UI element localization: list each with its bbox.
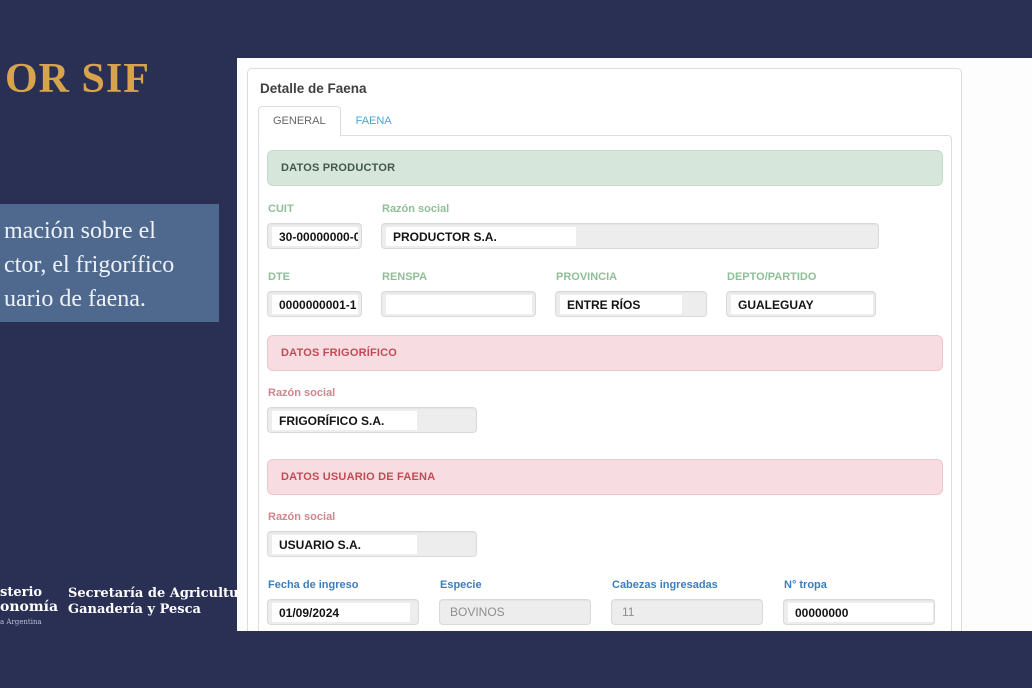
renspa-input[interactable] <box>381 291 536 317</box>
callout-line: ctor, el frigorífico <box>4 252 175 278</box>
especie-input[interactable]: BOVINOS <box>439 599 591 625</box>
n-tropa-input[interactable]: 00000000 <box>783 599 935 625</box>
dte-value: 0000000001-1 <box>272 295 358 314</box>
app-page-area: Detalle de Faena GENERAL FAENA DATOS PRO… <box>237 58 1032 631</box>
section-header-usuario-faena: DATOS USUARIO DE FAENA <box>267 459 943 495</box>
field-dte: DTE 0000000001-1 <box>267 271 362 317</box>
razon-social-label: Razón social <box>268 511 336 523</box>
field-especie: Especie BOVINOS <box>439 579 591 625</box>
especie-value: BOVINOS <box>450 605 505 619</box>
field-fecha-ingreso: Fecha de ingreso 01/09/2024 <box>267 579 419 625</box>
razon-social-usuario-input[interactable]: USUARIO S.A. <box>267 531 477 557</box>
renspa-value <box>386 295 532 314</box>
razon-social-frigorifico-value: FRIGORÍFICO S.A. <box>272 411 417 430</box>
depto-partido-label: DEPTO/PARTIDO <box>727 271 817 283</box>
provincia-value: ENTRE RÍOS <box>560 295 682 314</box>
field-depto-partido: DEPTO/PARTIDO GUALEGUAY <box>726 271 876 317</box>
slide-title-fragment: OR SIF <box>5 56 150 102</box>
fecha-ingreso-label: Fecha de ingreso <box>268 579 359 591</box>
section-header-productor: DATOS PRODUCTOR <box>267 150 943 186</box>
row-cuit-razon: CUIT 30-00000000-0 Razón social PRODUCTO… <box>267 203 943 249</box>
field-razon-social-frigorifico: Razón social FRIGORÍFICO S.A. <box>267 387 943 433</box>
field-razon-social-productor: Razón social PRODUCTOR S.A. <box>381 203 879 249</box>
tab-panel-general: DATOS PRODUCTOR CUIT 30-00000000-0 Razón… <box>258 135 952 631</box>
razon-social-usuario-value: USUARIO S.A. <box>272 535 417 554</box>
secretariat-line: Secretaría de Agricultura, <box>68 586 259 601</box>
field-provincia: PROVINCIA ENTRE RÍOS <box>555 271 707 317</box>
razon-social-productor-value: PRODUCTOR S.A. <box>386 227 576 246</box>
fecha-ingreso-value: 01/09/2024 <box>272 603 410 622</box>
ministry-logo-text: sterio onomía a Argentina <box>0 585 59 627</box>
slide-callout-box: mación sobre el ctor, el frigorífico uar… <box>0 204 219 322</box>
razon-social-label: Razón social <box>268 387 336 399</box>
ministry-line: a Argentina <box>0 618 42 626</box>
secretariat-logo-text: Secretaría de Agricultura, Ganadería y P… <box>68 586 258 617</box>
section-header-frigorifico: DATOS FRIGORÍFICO <box>267 335 943 371</box>
ministry-line: onomía <box>0 599 59 615</box>
dte-input[interactable]: 0000000001-1 <box>267 291 362 317</box>
tab-bar: GENERAL FAENA <box>258 106 951 137</box>
cabezas-ingresadas-value: 11 <box>622 605 635 619</box>
card-title: Detalle de Faena <box>260 81 367 96</box>
cuit-label: CUIT <box>268 203 294 215</box>
cabezas-ingresadas-input[interactable]: 11 <box>611 599 763 625</box>
field-razon-social-usuario: Razón social USUARIO S.A. <box>267 511 943 557</box>
secretariat-line: Ganadería y Pesca <box>68 601 201 617</box>
row-faena-detalles: Fecha de ingreso 01/09/2024 Especie BOVI… <box>267 579 943 625</box>
provincia-label: PROVINCIA <box>556 271 618 283</box>
dte-label: DTE <box>268 271 290 283</box>
field-cabezas-ingresadas: Cabezas ingresadas 11 <box>611 579 763 625</box>
callout-line: uario de faena. <box>4 286 146 312</box>
depto-partido-input[interactable]: GUALEGUAY <box>726 291 876 317</box>
fecha-ingreso-input[interactable]: 01/09/2024 <box>267 599 419 625</box>
tab-faena[interactable]: FAENA <box>355 115 392 127</box>
razon-social-label: Razón social <box>382 203 450 215</box>
depto-partido-value: GUALEGUAY <box>731 295 873 314</box>
provincia-input[interactable]: ENTRE RÍOS <box>555 291 707 317</box>
field-cuit: CUIT 30-00000000-0 <box>267 203 362 249</box>
razon-social-productor-input[interactable]: PRODUCTOR S.A. <box>381 223 879 249</box>
callout-line: mación sobre el <box>4 218 156 244</box>
cuit-value: 30-00000000-0 <box>272 227 358 246</box>
renspa-label: RENSPA <box>382 271 428 283</box>
cabezas-ingresadas-label: Cabezas ingresadas <box>612 579 718 591</box>
tab-general[interactable]: GENERAL <box>258 106 341 137</box>
row-dte-renspa-provincia-depto: DTE 0000000001-1 RENSPA PROVINCIA <box>267 271 943 317</box>
detalle-de-faena-card: Detalle de Faena GENERAL FAENA DATOS PRO… <box>247 68 962 631</box>
field-renspa: RENSPA <box>381 271 536 317</box>
razon-social-frigorifico-input[interactable]: FRIGORÍFICO S.A. <box>267 407 477 433</box>
field-n-tropa: N° tropa 00000000 <box>783 579 935 625</box>
n-tropa-value: 00000000 <box>788 603 933 622</box>
ministry-line: sterio <box>0 585 43 600</box>
n-tropa-label: N° tropa <box>784 579 827 591</box>
especie-label: Especie <box>440 579 482 591</box>
cuit-input[interactable]: 30-00000000-0 <box>267 223 362 249</box>
